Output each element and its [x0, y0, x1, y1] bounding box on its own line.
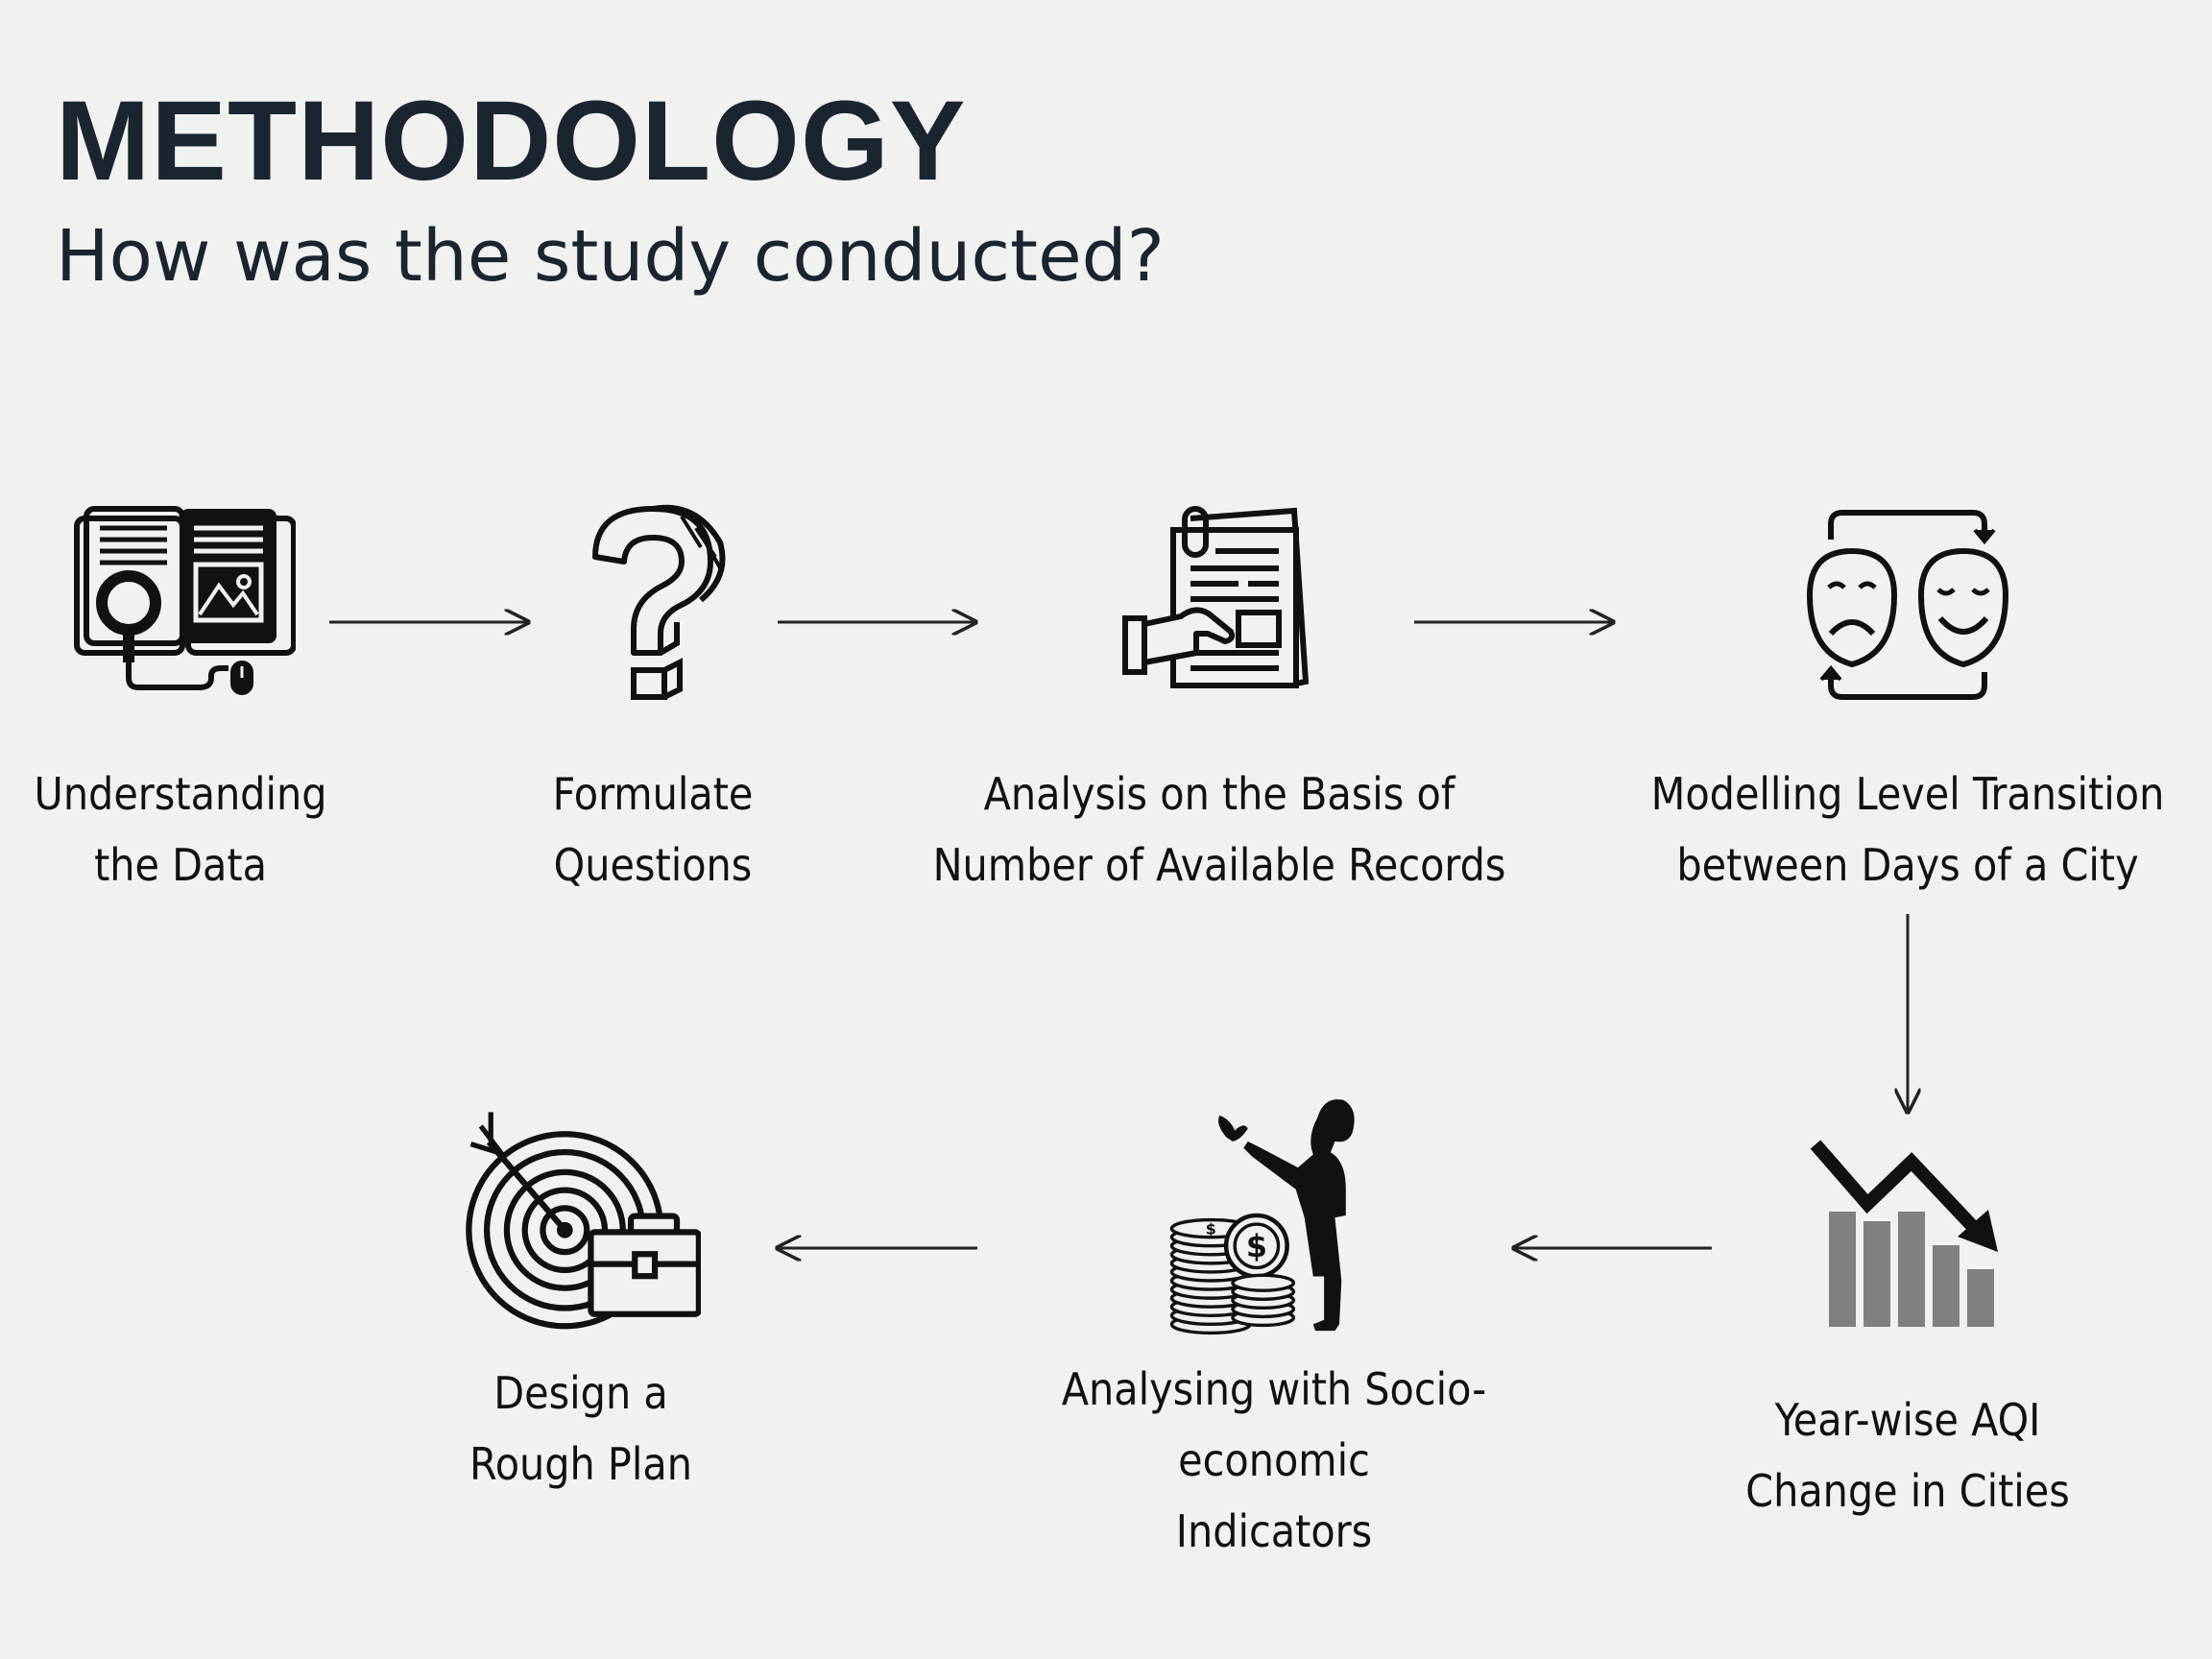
child-coins-icon: $ $ [1169, 1099, 1355, 1335]
step-understanding-data: Understanding the Data [0, 490, 469, 901]
step-modelling-transition: Modelling Level Transition between Days … [1620, 490, 2196, 901]
mood-transition-icon [1806, 510, 2009, 700]
document-hand-icon [1122, 506, 1310, 688]
step-label: Analysis on the Basis of Number of Avail… [932, 768, 1506, 891]
step-label: Analysing with Socio-economic Indicators [1061, 1363, 1487, 1557]
svg-text:$: $ [1246, 1230, 1267, 1264]
step-design-plan: Design a Rough Plan [293, 1104, 869, 1500]
declining-chart-icon [1810, 1140, 1998, 1327]
page-subtitle: How was the study conducted? [56, 215, 1165, 298]
step-label: Modelling Level Transition between Days … [1650, 768, 2165, 891]
page-title: METHODOLOGY [56, 78, 967, 204]
book-magnifier-icon [74, 506, 296, 695]
question-mark-icon [592, 504, 726, 700]
step-formulate-questions: Formulate Questions [365, 490, 941, 901]
step-analysis-records: Analysis on the Basis of Number of Avail… [931, 490, 1507, 901]
step-label: Understanding the Data [34, 768, 327, 891]
svg-text:$: $ [1206, 1219, 1216, 1238]
step-label: Design a Rough Plan [469, 1367, 692, 1490]
step-yearwise-aqi: Year-wise AQI Change in Cities [1620, 1116, 2196, 1527]
step-label: Formulate Questions [552, 768, 754, 891]
step-label: Year-wise AQI Change in Cities [1745, 1394, 2070, 1517]
step-socioeconomic: $ $ Analysing with Socio-economic Indica… [986, 1085, 1562, 1567]
target-briefcase-icon [466, 1112, 701, 1330]
